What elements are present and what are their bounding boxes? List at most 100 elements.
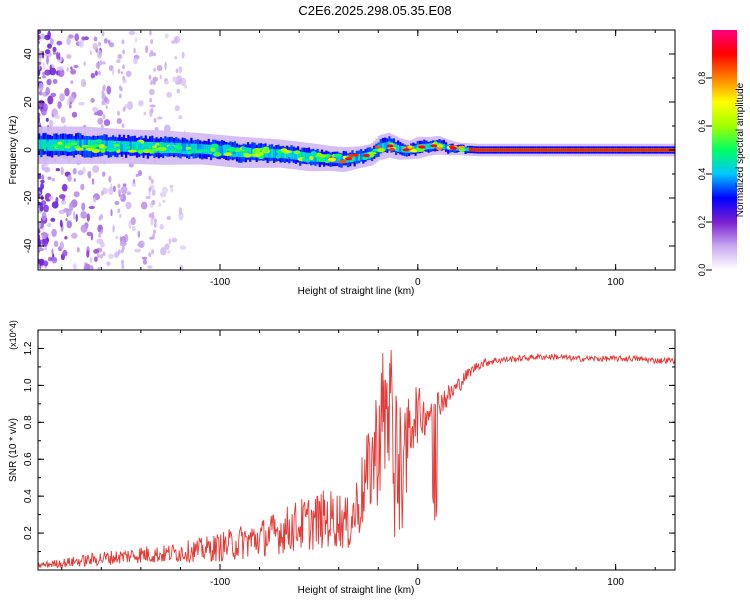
noise-blob (117, 183, 121, 189)
ridge-peak (653, 148, 657, 152)
noise-blob (92, 106, 99, 112)
ridge-core (149, 142, 152, 153)
ridge-hotspot (111, 147, 119, 151)
ridge-core (183, 143, 187, 154)
noise-blob (82, 81, 87, 86)
noise-blob (87, 170, 92, 179)
ridge-hotspot (287, 152, 293, 157)
ridge-core (360, 153, 363, 161)
noise-blob (153, 229, 156, 235)
noise-blob (133, 47, 136, 54)
noise-blob (112, 224, 115, 233)
ridge-hotspot (229, 154, 238, 157)
ridge-peak (532, 148, 535, 152)
ridge-peak (475, 148, 479, 152)
noise-blob (59, 93, 65, 102)
ridge-peak (597, 148, 601, 152)
noise-blob (44, 69, 51, 76)
noise-blob (154, 127, 159, 131)
x-tick-label: -100 (210, 277, 230, 288)
noise-blob (53, 240, 59, 247)
noise-blob (57, 68, 65, 78)
noise-blob (98, 232, 102, 238)
y-tick-label: 0.6 (23, 452, 34, 466)
noise-blob (59, 209, 64, 214)
noise-blob (38, 105, 41, 110)
noise-blob (167, 250, 171, 254)
noise-blob (163, 80, 170, 85)
ridge-hotspot (309, 156, 314, 160)
noise-blob (38, 228, 41, 234)
noise-blob (88, 205, 96, 210)
colorbar-tick-label: 0.2 (697, 216, 707, 229)
noise-blob (166, 91, 173, 98)
noise-blob (39, 204, 44, 212)
ridge-peak (503, 148, 507, 152)
ridge-hotspot (416, 147, 425, 152)
noise-blob (120, 186, 128, 194)
noise-blob (138, 101, 144, 107)
noise-blob (150, 179, 154, 184)
ridge-hotspot (372, 148, 379, 152)
ridge-hotspot (225, 148, 235, 152)
ridge-hotspot (353, 153, 359, 157)
ridge-core (307, 152, 311, 162)
x-tick-label: -100 (210, 577, 230, 588)
noise-blob (127, 101, 133, 110)
ridge-peak (660, 148, 664, 152)
noise-blob (93, 36, 98, 42)
ridge-hotspot (87, 145, 97, 149)
noise-blob (149, 88, 155, 96)
ridge-core (312, 153, 315, 162)
ridge-core (194, 143, 198, 154)
noise-blob (152, 233, 156, 239)
noise-blob (97, 117, 103, 125)
noise-blob (110, 209, 113, 217)
noise-blob (126, 191, 131, 196)
noise-blob (157, 116, 163, 120)
ridge-core (229, 146, 233, 157)
ridge-core (325, 154, 328, 163)
ridge-core (455, 146, 459, 151)
ridge-core (75, 139, 78, 151)
ridge-core (225, 146, 228, 156)
ridge-core (394, 144, 398, 152)
noise-blob (164, 33, 169, 39)
spectrogram-panel: -100 0 100 -40 -20 0 20 40 Height of straight l… (8, 29, 676, 297)
ridge-peak (601, 148, 605, 152)
noise-blob (59, 219, 63, 228)
y-tick-label: -40 (23, 238, 34, 253)
ridge-peak (490, 148, 494, 152)
noise-blob (180, 77, 187, 87)
noise-blob (151, 211, 155, 217)
ridge-hotspot (158, 147, 167, 151)
noise-blob (63, 208, 70, 213)
noise-blob (97, 70, 101, 76)
noise-blob (117, 68, 121, 74)
noise-blob (116, 59, 121, 63)
ridge-peak (612, 148, 616, 152)
noise-blob (42, 75, 47, 79)
ridge-hotspot (168, 142, 175, 146)
ridge-peak (558, 148, 561, 152)
snr-frame (37, 329, 676, 571)
ridge-hotspot (213, 152, 222, 157)
noise-blob (150, 108, 154, 114)
noise-blob (54, 114, 60, 119)
noise-blob (52, 46, 57, 53)
snr-plot-area (38, 330, 675, 570)
noise-blob (46, 78, 52, 86)
noise-blob (61, 183, 68, 192)
ridge-core (268, 148, 272, 158)
noise-blob (174, 56, 178, 60)
noise-blob (42, 71, 45, 76)
noise-blob (73, 64, 79, 69)
noise-blob (105, 105, 108, 109)
ridge-hotspot (407, 145, 413, 149)
noise-blob (70, 80, 74, 85)
noise-blob (41, 174, 45, 181)
ridge-peak (486, 148, 490, 152)
noise-blob (148, 175, 152, 181)
noise-blob (57, 101, 62, 109)
noise-blob (164, 61, 167, 71)
